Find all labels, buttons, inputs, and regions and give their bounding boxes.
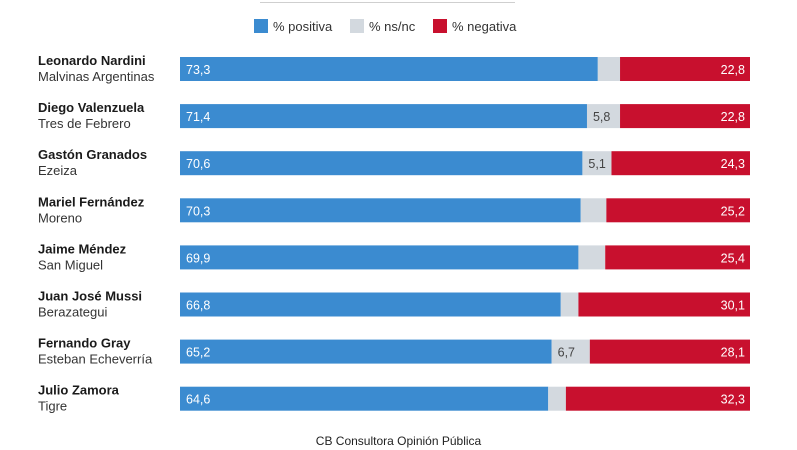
value-label-positiva: 71,4 [186,110,210,124]
value-label-positiva: 66,8 [186,299,210,313]
value-label-nsnc: 5,1 [588,157,605,171]
bar-segment-nsnc [551,339,590,364]
bar-segment-nsnc [586,104,621,129]
value-label-negativa: 25,4 [721,251,745,265]
bar-segment-positiva [180,292,561,317]
value-label-positiva: 69,9 [186,251,210,265]
bar-segment-negativa [611,151,750,176]
candidate-name: Mariel Fernández [38,194,145,209]
bar-segment-nsnc [560,292,579,317]
value-label-positiva: 73,3 [186,63,210,77]
bar-segment-nsnc [597,57,621,81]
candidate-municipality: Moreno [38,210,82,225]
candidate-name: Jaime Méndez [38,241,127,256]
bar-segment-nsnc [578,245,606,270]
value-label-negativa: 25,2 [721,204,745,218]
value-label-positiva: 64,6 [186,393,210,407]
bar-segment-positiva [180,151,583,176]
legend-swatch-nsnc [350,19,364,33]
top-divider [260,2,515,3]
bar-segment-negativa [565,386,750,411]
legend-label-nsnc: % ns/nc [369,19,416,34]
candidate-name: Juan José Mussi [38,289,142,304]
value-label-negativa: 30,1 [721,299,745,313]
bar-segment-positiva [180,386,549,411]
value-label-negativa: 22,8 [721,63,745,77]
value-label-negativa: 22,8 [721,110,745,124]
bar-segment-nsnc [582,151,612,176]
value-label-negativa: 24,3 [721,157,745,171]
bar-segment-negativa [620,104,750,129]
bar-segment-negativa [578,292,750,317]
candidate-name: Diego Valenzuela [38,100,145,115]
candidate-municipality: Ezeiza [38,163,78,178]
legend-swatch-negativa [433,19,447,33]
value-label-negativa: 32,3 [721,393,745,407]
bar-segment-positiva [180,339,552,364]
bar-segment-positiva [180,104,587,129]
source-caption: CB Consultora Opinión Pública [315,434,482,448]
candidate-name: Leonardo Nardini [38,53,146,68]
bar-segment-positiva [180,245,579,270]
candidate-municipality: Tigre [38,399,67,414]
candidate-name: Julio Zamora [38,383,120,398]
candidate-municipality: San Miguel [38,257,103,272]
legend-label-negativa: % negativa [452,19,517,34]
bar-segment-negativa [620,57,750,81]
bar-segment-negativa [589,339,750,364]
value-label-positiva: 70,3 [186,204,210,218]
value-label-nsnc: 5,8 [593,110,610,124]
value-label-positiva: 65,2 [186,346,210,360]
candidate-municipality: Berazategui [38,305,107,320]
value-label-nsnc: 6,7 [558,346,575,360]
candidate-name: Gastón Granados [38,147,147,162]
candidate-name: Fernando Gray [38,336,131,351]
value-label-negativa: 28,1 [721,346,745,360]
bar-segment-nsnc [548,386,566,411]
bar-segment-positiva [180,198,581,223]
bar-segment-nsnc [580,198,607,223]
bar-segment-negativa [606,198,750,223]
bar-segment-negativa [605,245,750,270]
value-label-positiva: 70,6 [186,157,210,171]
candidate-municipality: Esteban Echeverría [38,352,153,367]
candidate-municipality: Tres de Febrero [38,116,131,131]
bar-segment-positiva [180,57,598,81]
legend-label-positiva: % positiva [273,19,333,34]
legend-swatch-positiva [254,19,268,33]
candidate-municipality: Malvinas Argentinas [38,69,155,84]
